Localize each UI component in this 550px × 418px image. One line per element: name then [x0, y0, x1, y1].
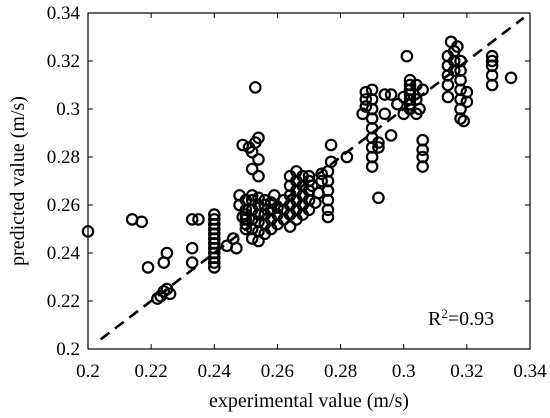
data-point	[315, 167, 328, 181]
data-point	[271, 201, 284, 214]
r-squared-superscript: 2	[441, 306, 448, 321]
data-point	[157, 285, 171, 298]
x-tick-label: 0.2	[76, 361, 100, 382]
data-point	[356, 107, 369, 121]
data-point	[359, 100, 373, 113]
data-point	[135, 215, 148, 229]
data-point	[460, 85, 474, 99]
r-squared-annotation: R2=0.93	[428, 306, 494, 331]
data-point	[185, 241, 199, 255]
data-point	[324, 138, 338, 152]
x-tick-label: 0.3	[392, 361, 416, 382]
data-point	[315, 174, 328, 188]
data-point	[441, 90, 455, 104]
data-point	[413, 102, 426, 116]
data-point	[391, 97, 404, 111]
data-point	[359, 93, 373, 106]
data-point	[151, 292, 164, 305]
y-tick-label: 0.32	[47, 51, 80, 72]
y-tick-label: 0.26	[47, 195, 80, 216]
data-point	[451, 40, 464, 53]
data-point	[245, 162, 259, 176]
data-points	[81, 35, 518, 305]
data-point	[236, 138, 249, 152]
data-point	[384, 88, 398, 101]
data-point	[283, 220, 297, 233]
x-tick-label: 0.32	[450, 361, 483, 382]
data-point	[416, 83, 429, 97]
data-point	[416, 150, 429, 164]
x-axis-label: experimental value (m/s)	[209, 390, 409, 412]
data-point	[372, 136, 385, 149]
plot-area-frame	[87, 12, 531, 350]
data-point	[378, 107, 392, 121]
data-point	[397, 90, 411, 104]
data-point	[249, 81, 262, 94]
x-tick-label: 0.24	[198, 361, 232, 382]
data-point	[504, 71, 518, 85]
tick-labels: 0.2 0.22 0.24 0.26 0.28 0.3 0.32 0.340.20.220.2…	[47, 3, 547, 382]
data-point	[252, 169, 265, 183]
data-point	[141, 261, 155, 274]
y-tick-label: 0.28	[47, 147, 80, 168]
data-point	[207, 208, 221, 221]
data-point	[245, 189, 259, 202]
data-point	[454, 54, 467, 68]
r-squared-prefix: R	[428, 308, 442, 330]
data-point	[457, 114, 470, 128]
r-squared-value: =0.93	[448, 308, 494, 330]
data-point	[267, 189, 281, 202]
data-point	[258, 193, 272, 207]
data-point	[378, 88, 392, 101]
data-point	[485, 54, 499, 68]
y-tick-label: 0.2	[56, 339, 80, 360]
x-tick-label: 0.26	[261, 361, 294, 382]
data-point	[163, 287, 177, 301]
data-point	[324, 155, 338, 169]
data-point	[252, 131, 265, 145]
data-point	[403, 78, 417, 92]
data-point	[372, 191, 385, 205]
data-point	[207, 213, 221, 226]
data-point	[305, 179, 319, 193]
data-point	[400, 49, 414, 63]
y-tick-label: 0.24	[47, 243, 81, 264]
data-point	[372, 141, 385, 154]
data-point	[340, 150, 354, 164]
y-tick-label: 0.22	[47, 291, 80, 312]
y-tick-label: 0.34	[47, 3, 81, 24]
reference-line	[99, 16, 525, 341]
data-point	[160, 246, 174, 260]
y-axis-label: predicted value (m/s)	[7, 96, 29, 266]
data-point	[252, 153, 265, 166]
data-point	[365, 83, 379, 97]
data-point	[185, 213, 199, 226]
data-point	[192, 213, 205, 226]
data-point	[321, 210, 335, 224]
data-point	[252, 215, 265, 229]
data-point	[416, 133, 429, 147]
data-point	[384, 129, 398, 142]
data-point	[252, 191, 265, 205]
data-point	[485, 49, 499, 63]
y-tick-label: 0.3	[56, 99, 80, 120]
data-point	[230, 241, 243, 255]
reference-line-group	[99, 16, 525, 341]
x-tick-label: 0.22	[135, 361, 168, 382]
data-point	[185, 256, 199, 269]
x-tick-label: 0.28	[324, 361, 357, 382]
data-point	[359, 85, 373, 99]
x-tick-label: 0.34	[513, 361, 547, 382]
